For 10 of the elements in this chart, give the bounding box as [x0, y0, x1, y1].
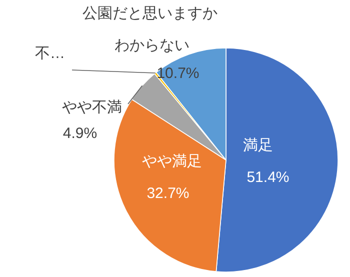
chart-title: 公園だと思いますか: [82, 5, 218, 22]
slice-label: 不…: [35, 45, 65, 62]
slice-label: やや満足: [142, 153, 202, 170]
slice-label: やや不満: [62, 99, 122, 116]
slice-label: わからない: [114, 37, 190, 54]
data-label: 4.9%: [62, 125, 98, 142]
data-label: 10.7%: [156, 65, 200, 82]
data-label: 32.7%: [146, 185, 190, 202]
data-label: 51.4%: [246, 169, 290, 186]
slice-label: 満足: [243, 137, 273, 154]
